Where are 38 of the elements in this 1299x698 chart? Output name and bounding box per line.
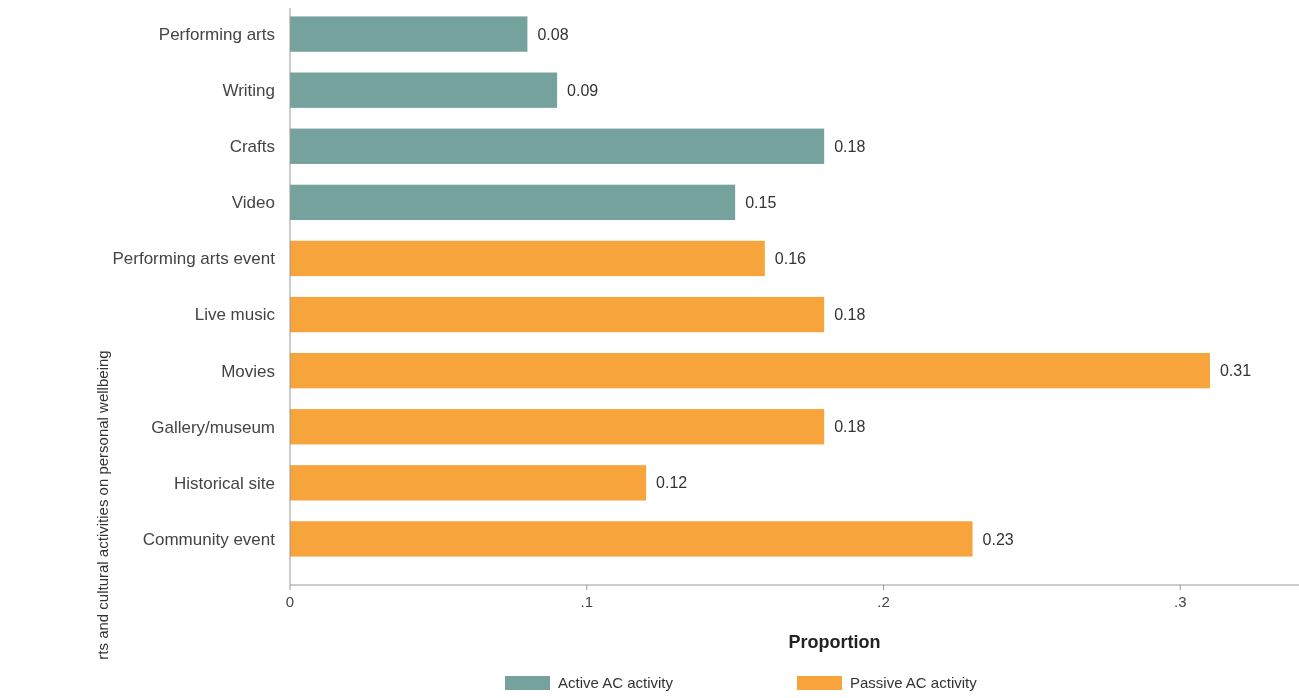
data-label: 0.23 [982,530,1014,548]
x-tick-label: 0 [285,593,295,610]
bar [290,465,647,501]
y-axis-title: rts and cultural activities on personal wellbeing [94,350,111,660]
y-tick-label: Community event [142,529,276,549]
y-tick-label: Crafts [229,137,275,157]
y-tick-label: Performing arts event [112,249,276,269]
x-tick-label: .1 [580,593,594,610]
bar [290,72,558,108]
data-label: 0.12 [656,474,688,492]
bar [290,296,825,333]
data-label: 0.18 [834,306,866,324]
bar [290,240,765,277]
bar [290,409,825,445]
data-label: 0.16 [774,250,807,268]
data-label: 0.18 [834,418,866,436]
bar [290,16,528,52]
x-tick-label: .2 [877,593,890,610]
y-tick-label: Gallery/museum [151,417,275,437]
y-tick-label: Video [231,193,275,213]
legend-label: Active AC activity [558,674,674,692]
y-tick-label: Historical site [173,473,275,493]
data-label: 0.31 [1219,362,1252,380]
y-tick-label: Performing arts [158,25,275,45]
y-tick-label: Writing [222,81,275,101]
x-tick-label: .3 [1174,593,1187,610]
x-axis-title: Proportion [788,632,881,652]
data-label: 0.09 [567,81,599,99]
data-label: 0.08 [537,25,569,43]
y-tick-label: Live music [194,305,276,325]
bar [290,521,973,557]
bar [290,128,825,164]
legend-label: Passive AC activity [850,674,978,692]
data-label: 0.15 [745,193,777,211]
y-tick-label: Movies [221,361,275,381]
data-label: 0.18 [834,137,866,155]
bar [290,184,736,221]
bar [290,352,1210,389]
